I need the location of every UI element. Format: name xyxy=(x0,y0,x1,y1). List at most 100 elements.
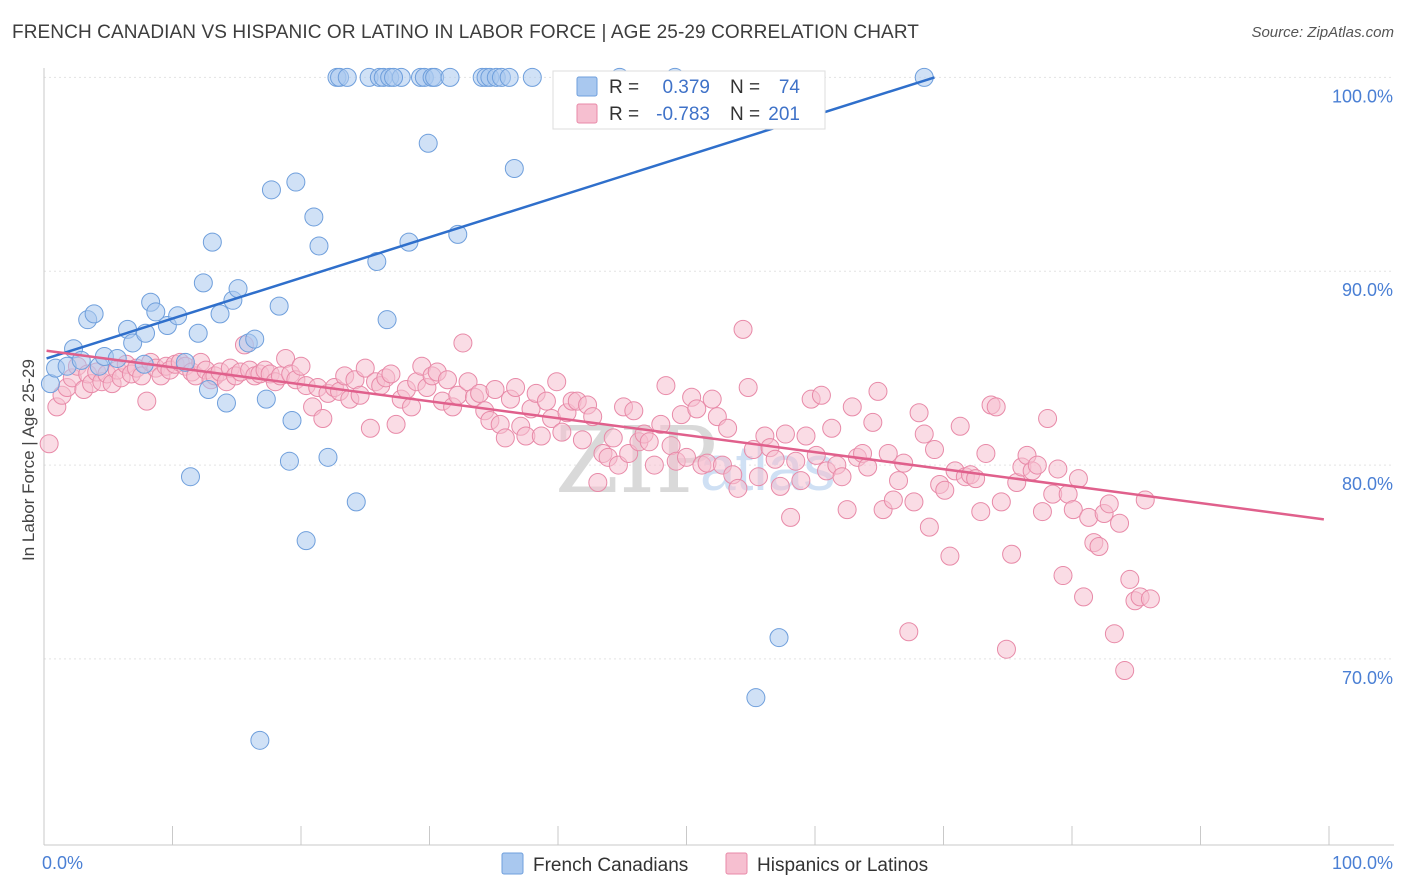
point-hispanics-213 xyxy=(1135,490,1155,510)
point-hispanics-201 xyxy=(1074,587,1094,607)
point-hispanics-135 xyxy=(733,319,753,339)
point-hispanics-110 xyxy=(603,428,623,448)
point-hispanics-156 xyxy=(842,397,862,417)
point-hispanics-144 xyxy=(781,507,801,527)
point-french-canadians-22 xyxy=(198,379,218,399)
point-hispanics-141 xyxy=(765,449,785,469)
point-hispanics-99 xyxy=(547,372,567,392)
point-hispanics-96 xyxy=(531,426,551,446)
point-hispanics-171 xyxy=(919,517,939,537)
point-hispanics-207 xyxy=(1104,624,1124,644)
point-french-canadians-66 xyxy=(504,158,524,178)
point-hispanics-168 xyxy=(904,492,924,512)
x-tick-label-0: 0.0% xyxy=(42,853,83,873)
point-hispanics-132 xyxy=(718,418,738,438)
point-hispanics-107 xyxy=(588,473,608,493)
source-label: Source: ZipAtlas.com xyxy=(1251,24,1394,41)
legend-swatch-blue xyxy=(576,76,598,97)
point-hispanics-61 xyxy=(350,385,370,405)
point-hispanics-129 xyxy=(702,389,722,409)
point-hispanics-104 xyxy=(572,430,592,450)
y-tick-label-1: 90.0% xyxy=(1342,280,1393,300)
point-french-canadians-40 xyxy=(318,447,338,467)
legend-r-value-2: -0.783 xyxy=(656,104,710,125)
point-hispanics-210 xyxy=(1120,569,1140,589)
point-french-canadians-35 xyxy=(282,410,302,430)
y-tick-label-2: 80.0% xyxy=(1342,474,1393,494)
point-hispanics-68 xyxy=(386,414,406,434)
point-hispanics-177 xyxy=(950,416,970,436)
point-french-canadians-36 xyxy=(286,172,306,192)
point-hispanics-184 xyxy=(986,397,1006,417)
point-hispanics-206 xyxy=(1099,494,1119,514)
point-hispanics-192 xyxy=(1027,455,1047,475)
y-axis-label: In Labor Force | Age 25-29 xyxy=(19,359,38,561)
point-hispanics-89 xyxy=(495,428,515,448)
point-hispanics-152 xyxy=(822,418,842,438)
point-french-canadians-24 xyxy=(210,304,230,324)
point-hispanics-155 xyxy=(837,500,857,520)
trend-line-hispanics xyxy=(46,349,1325,521)
point-hispanics-117 xyxy=(639,432,659,452)
legend-n-label-1: N = xyxy=(730,77,760,98)
point-hispanics-97 xyxy=(536,391,556,411)
point-french-canadians-18 xyxy=(175,352,195,372)
point-hispanics-63 xyxy=(360,418,380,438)
point-hispanics-114 xyxy=(624,401,644,421)
series-legend: French Canadians Hispanics or Latinos xyxy=(501,852,928,876)
point-hispanics-165 xyxy=(889,471,909,491)
bottom-legend-french-canadians: French Canadians xyxy=(533,855,688,876)
point-hispanics-194 xyxy=(1038,409,1058,429)
bottom-legend-swatch-blue xyxy=(501,852,524,875)
series-french-canadians-points xyxy=(40,67,934,750)
point-french-canadians-39 xyxy=(309,236,329,256)
point-hispanics-174 xyxy=(935,480,955,500)
point-hispanics-182 xyxy=(976,443,996,463)
point-hispanics-186 xyxy=(996,639,1016,659)
point-french-canadians-23 xyxy=(202,232,222,252)
point-hispanics-100 xyxy=(552,422,572,442)
point-hispanics-145 xyxy=(786,451,806,471)
legend-r-value-1: 0.379 xyxy=(662,77,710,98)
legend-n-value-2: 201 xyxy=(768,104,800,125)
point-hispanics-126 xyxy=(687,399,707,419)
point-french-canadians-29 xyxy=(245,329,265,349)
point-hispanics-181 xyxy=(971,502,991,522)
point-hispanics-187 xyxy=(1002,544,1022,564)
legend-n-value-1: 74 xyxy=(779,77,801,98)
point-french-canadians-30 xyxy=(250,730,270,750)
point-french-canadians-19 xyxy=(180,467,200,487)
point-french-canadians-34 xyxy=(279,451,299,471)
series-hispanics-points xyxy=(39,319,1160,681)
point-hispanics-54 xyxy=(313,409,333,429)
point-hispanics-196 xyxy=(1048,459,1068,479)
point-french-canadians-38 xyxy=(304,207,324,227)
point-french-canadians-49 xyxy=(377,310,397,330)
point-hispanics-119 xyxy=(651,414,671,434)
legend-n-label-2: N = xyxy=(730,104,760,125)
point-french-canadians-70 xyxy=(769,628,789,648)
point-french-canadians-11 xyxy=(123,333,143,353)
point-hispanics-147 xyxy=(796,426,816,446)
legend-swatch-pink xyxy=(576,103,598,124)
y-tick-label-0: 100.0% xyxy=(1332,86,1393,106)
point-french-canadians-58 xyxy=(440,67,460,87)
point-french-canadians-33 xyxy=(269,296,289,316)
axes xyxy=(43,68,1394,846)
point-hispanics-169 xyxy=(909,403,929,423)
point-french-canadians-73 xyxy=(384,67,404,87)
point-french-canadians-25 xyxy=(216,393,236,413)
point-hispanics-161 xyxy=(868,381,888,401)
point-hispanics-87 xyxy=(485,379,505,399)
point-hispanics-120 xyxy=(656,376,676,396)
point-hispanics-197 xyxy=(1053,566,1073,586)
point-hispanics-214 xyxy=(1140,589,1160,609)
point-hispanics-67 xyxy=(381,364,401,384)
point-hispanics-146 xyxy=(791,471,811,491)
point-hispanics-81 xyxy=(453,333,473,353)
legend-r-label-1: R = xyxy=(609,77,639,98)
point-hispanics-143 xyxy=(775,424,795,444)
point-hispanics-175 xyxy=(940,546,960,566)
y-tick-labels: 100.0% 90.0% 80.0% 70.0% xyxy=(1332,86,1393,688)
point-french-canadians-65 xyxy=(499,67,519,87)
